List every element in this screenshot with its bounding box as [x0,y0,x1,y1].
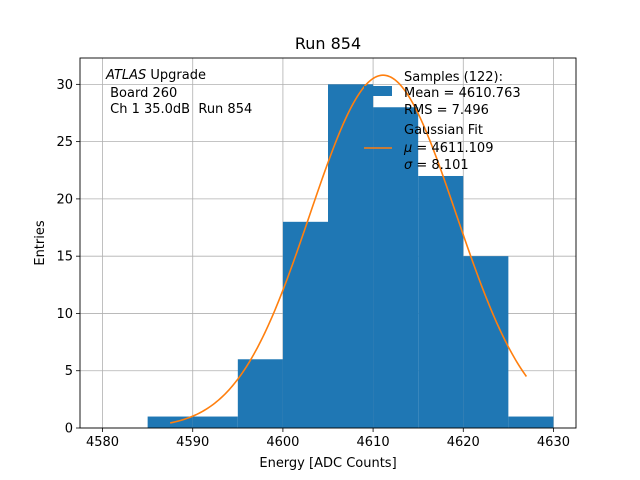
legend-sigma-value: = 8.101 [412,158,468,173]
x-tick-label: 4590 [176,435,209,450]
x-tick-label: 4630 [537,435,570,450]
y-tick-label: 5 [65,364,73,379]
histogram-bar [237,359,283,428]
annotation-upgrade: Upgrade [146,68,206,83]
y-tick-label: 25 [56,135,73,150]
y-tick-label: 30 [56,78,73,93]
legend-fit-mu: μ = 4611.109 [403,141,493,156]
y-tick-label: 20 [56,192,73,207]
legend-samples-label: Samples (122): [404,70,503,85]
y-tick-label: 0 [65,422,73,437]
plot-frame [79,57,577,429]
histogram-bar [373,107,419,429]
y-tick-label: 10 [56,307,73,322]
x-tick-label: 4610 [357,435,390,450]
annotation-line-2: Board 260 [106,86,177,101]
x-tick-label: 4580 [86,435,119,450]
legend-mu-symbol: μ [403,141,412,156]
legend-sigma-symbol: σ [404,158,413,173]
axis-ticks: 4580 4590 4600 4610 4620 4630 0 5 10 15 20 25 30 [56,78,570,450]
histogram-bar [192,416,238,428]
chart-title: Run 854 [295,34,361,53]
annotation-line-3: Ch 1 35.0dB Run 854 [106,102,252,117]
annotation-atlas: ATLAS [105,68,146,83]
legend-fit-sigma: σ = 8.101 [404,158,469,173]
x-axis-label: Energy [ADC Counts] [259,456,396,471]
legend-mu-value: = 4611.109 [412,141,493,156]
annotation-line-1: ATLAS Upgrade [105,68,206,83]
y-tick-label: 15 [56,250,73,265]
legend-samples-rms: RMS = 7.496 [404,103,489,118]
atlas-annotation: ATLAS Upgrade Board 260 Ch 1 35.0dB Run … [105,68,252,117]
gaussian-fit-curve [170,74,528,424]
legend-samples-mean: Mean = 4610.763 [404,86,521,101]
legend-samples-swatch [364,86,392,96]
x-tick-label: 4620 [447,435,480,450]
histogram-bar [282,221,328,428]
histogram-bar [463,256,509,428]
histogram-bars [147,84,554,429]
histogram-bar [328,84,374,429]
histogram-bar [508,416,554,428]
y-axis-label: Entries [33,220,48,266]
x-tick-label: 4600 [266,435,299,450]
legend: Samples (122): Mean = 4610.763 RMS = 7.4… [364,70,521,173]
legend-fit-label: Gaussian Fit [404,123,483,138]
histogram-bar [418,175,464,428]
